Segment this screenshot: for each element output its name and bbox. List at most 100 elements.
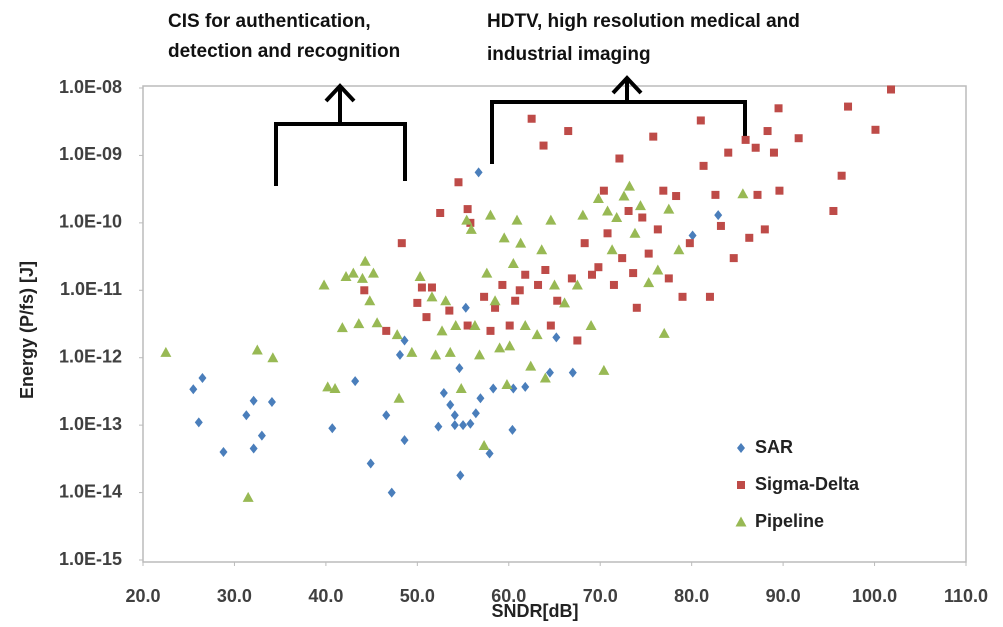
point: [745, 233, 754, 242]
point: [751, 143, 760, 152]
point: [519, 320, 531, 331]
point: [249, 395, 258, 406]
point: [525, 360, 537, 371]
point: [644, 249, 653, 258]
point: [844, 102, 853, 111]
point: [638, 213, 647, 222]
y-tick-label: 1.0E-09: [59, 144, 122, 164]
point: [360, 286, 369, 295]
point: [511, 214, 523, 225]
x-tick-label: 70.0: [583, 586, 618, 606]
point: [427, 283, 436, 292]
point: [160, 346, 172, 357]
y-tick-label: 1.0E-15: [59, 549, 122, 569]
point: [329, 382, 341, 393]
point: [463, 321, 472, 330]
point: [611, 212, 623, 223]
legend-label: SAR: [755, 437, 793, 457]
point: [498, 232, 510, 243]
point: [445, 306, 454, 315]
point: [484, 209, 496, 220]
x-tick-label: 30.0: [217, 586, 252, 606]
point: [592, 192, 604, 203]
point: [242, 491, 254, 502]
point: [571, 279, 583, 290]
point: [393, 392, 405, 403]
point: [414, 271, 426, 282]
point: [507, 257, 519, 268]
point: [366, 458, 375, 469]
point: [267, 352, 279, 363]
point: [760, 225, 769, 234]
point: [603, 229, 612, 238]
point: [371, 317, 383, 328]
point: [356, 272, 368, 283]
point: [198, 373, 207, 384]
point: [837, 171, 846, 180]
point: [436, 209, 445, 218]
point: [382, 410, 391, 421]
point: [663, 203, 675, 214]
point: [347, 267, 359, 278]
point: [598, 364, 610, 375]
point: [422, 313, 431, 322]
point: [476, 393, 485, 404]
point: [508, 424, 517, 435]
point: [615, 154, 624, 163]
bracket-left: [274, 83, 407, 186]
x-tick-label: 80.0: [674, 586, 709, 606]
point: [461, 214, 473, 225]
point: [318, 279, 330, 290]
point: [257, 430, 266, 441]
point: [699, 161, 708, 170]
point: [367, 267, 379, 278]
point: [664, 274, 673, 283]
point: [594, 263, 603, 272]
point: [450, 410, 459, 421]
point: [585, 320, 597, 331]
point: [753, 190, 762, 199]
point: [387, 487, 396, 498]
point: [400, 435, 409, 446]
point: [829, 206, 838, 215]
point: [463, 205, 472, 214]
point: [251, 344, 263, 355]
point: [364, 295, 376, 306]
point: [696, 116, 705, 125]
point: [774, 104, 783, 113]
point: [724, 148, 733, 157]
point: [737, 188, 749, 199]
point: [541, 265, 550, 274]
x-tick-label: 110.0: [944, 586, 988, 606]
point: [489, 295, 501, 306]
point: [267, 397, 276, 408]
point: [446, 399, 455, 410]
point: [559, 297, 571, 308]
point: [498, 280, 507, 289]
point: [546, 321, 555, 330]
point: [397, 239, 406, 248]
y-tick-label: 1.0E-12: [59, 346, 122, 366]
point: [763, 127, 772, 136]
point: [450, 320, 462, 331]
point: [564, 127, 573, 136]
point: [444, 346, 456, 357]
point: [618, 254, 627, 263]
point: [887, 85, 896, 94]
legend-marker: [737, 481, 745, 489]
point: [685, 239, 694, 248]
point: [494, 342, 506, 353]
point: [545, 214, 557, 225]
point: [534, 280, 543, 289]
point: [599, 186, 608, 195]
point: [480, 292, 489, 301]
x-tick-label: 90.0: [766, 586, 801, 606]
point: [871, 125, 880, 134]
point: [539, 372, 551, 383]
point: [459, 420, 468, 431]
point: [531, 329, 543, 340]
point: [491, 303, 500, 312]
point: [573, 336, 582, 345]
x-tick-label: 50.0: [400, 586, 435, 606]
